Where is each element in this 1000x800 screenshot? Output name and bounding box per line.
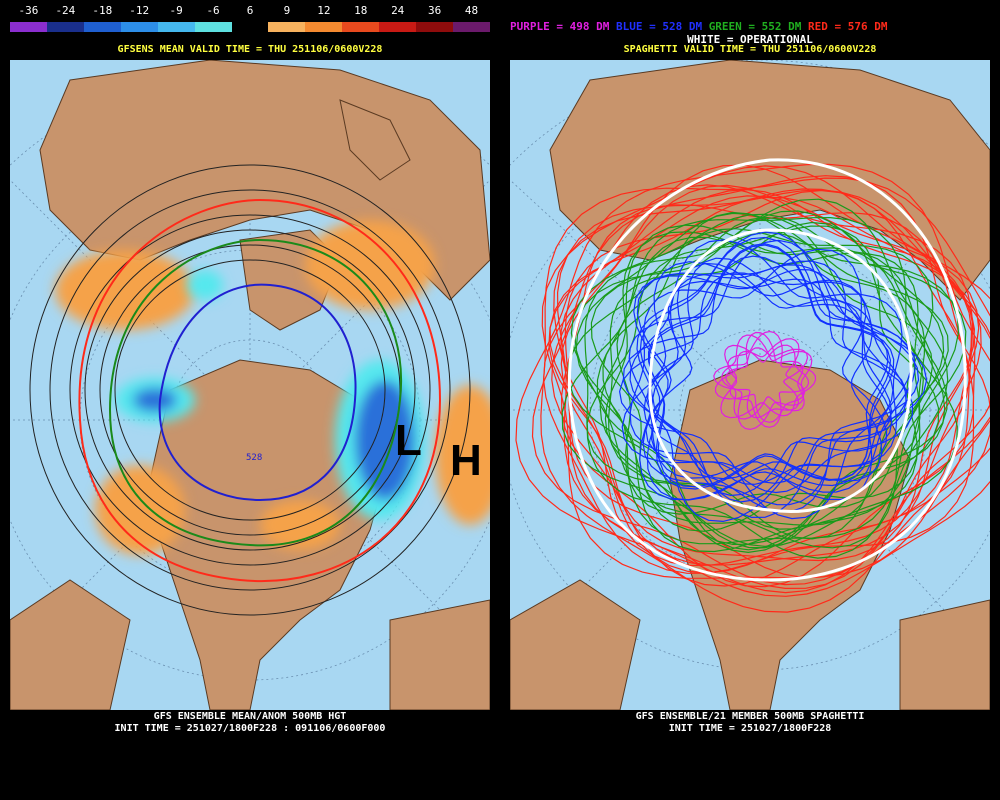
height-contours xyxy=(29,164,471,616)
mean-anomaly-panel: -36 -24 -18 -12 -9 -6 6 9 12 18 24 36 48 GFSENS MEAN… xyxy=(10,0,490,800)
legend-swatch xyxy=(157,22,195,32)
negative-anomaly-shading xyxy=(115,270,425,520)
legend-tick-label: 24 xyxy=(391,4,405,17)
low-pressure-label: L xyxy=(395,416,422,465)
legend-swatch xyxy=(46,22,84,32)
legend-swatch xyxy=(83,22,121,32)
spaghetti-product-title: GFS ENSEMBLE/21 MEMBER 500MB SPAGHETTI xyxy=(635,711,865,722)
mean-product-title: GFS ENSEMBLE MEAN/ANOM 500MB HGT xyxy=(153,711,347,722)
contour-value-label: 528 xyxy=(246,453,262,463)
legend-tick-label: 12 xyxy=(317,4,331,17)
operational-legend: WHITE = OPERATIONAL xyxy=(687,33,813,46)
ensemble-member-contour xyxy=(633,268,920,513)
ensemble-member-contour xyxy=(652,262,893,503)
ensemble-member-contour xyxy=(607,221,924,540)
legend-swatch xyxy=(305,22,343,32)
purple-legend: PURPLE = 498 DM xyxy=(510,20,610,33)
legend-swatch xyxy=(231,22,269,32)
ensemble-member-contour xyxy=(596,236,921,551)
anomaly-color-legend: -36 -24 -18 -12 -9 -6 6 9 12 18 24 36 48 xyxy=(10,4,490,34)
legend-tick-label: -6 xyxy=(206,4,220,17)
operational-contours xyxy=(567,158,967,582)
ensemble-member-contour xyxy=(570,213,967,545)
ensemble-member-contour xyxy=(574,210,945,549)
ensemble-member-contour xyxy=(725,331,805,420)
ensemble-member-contour xyxy=(645,278,908,484)
ensemble-member-contour xyxy=(714,338,806,423)
green-552-contour xyxy=(108,238,403,547)
spaghetti-init-time: INIT TIME = 251027/1800F228 xyxy=(668,723,832,734)
spaghetti-color-legend: PURPLE = 498 DM BLUE = 528 DM GREEN = 55… xyxy=(510,20,1000,33)
legend-tick-label: 48 xyxy=(464,4,479,17)
legend-color-bar xyxy=(10,22,490,32)
ensemble-member-contour xyxy=(636,264,928,506)
ensemble-member-contour xyxy=(556,189,990,594)
red-legend: RED = 576 DM xyxy=(808,20,888,33)
ensemble-member-contour xyxy=(551,184,974,587)
ensemble-member-contour xyxy=(540,177,990,613)
mean-valid-time-header: GFSENS MEAN VALID TIME = THU 251106/0600… xyxy=(117,44,383,55)
blue-528-contour xyxy=(158,283,357,502)
ensemble-member-contour xyxy=(560,204,975,588)
ensemble-member-contour xyxy=(586,225,940,530)
legend-swatch xyxy=(194,22,232,32)
legend-tick-label: 36 xyxy=(427,4,442,17)
legend-swatch xyxy=(268,22,306,32)
legend-tick-label: -12 xyxy=(129,4,150,17)
ensemble-member-contour xyxy=(548,195,980,566)
ensemble-member-contour xyxy=(618,272,888,485)
legend-tick-label: -36 xyxy=(18,4,39,17)
legend-swatch xyxy=(453,22,490,32)
ensemble-member-contour xyxy=(720,330,817,419)
legend-swatch xyxy=(342,22,380,32)
legend-tick-label: -24 xyxy=(55,4,76,17)
ensemble-member-contour xyxy=(575,212,960,553)
legend-tick-label: 9 xyxy=(283,4,291,17)
ensemble-member-contour xyxy=(629,248,894,520)
red-576-contour xyxy=(78,198,442,582)
ensemble-member-contour xyxy=(602,211,926,532)
green-legend: GREEN = 552 DM xyxy=(708,20,802,33)
spaghetti-map xyxy=(510,60,990,710)
mean-init-time: INIT TIME = 251027/1800F228 : 091106/060… xyxy=(114,723,386,734)
legend-swatch xyxy=(416,22,454,32)
blue-legend: BLUE = 528 DM xyxy=(615,20,703,33)
legend-swatch xyxy=(379,22,417,32)
ensemble-member-contour xyxy=(515,163,990,597)
high-pressure-label: H xyxy=(450,436,482,485)
ensemble-member-contour xyxy=(721,334,813,431)
legend-swatch xyxy=(120,22,158,32)
ensemble-member-contour xyxy=(584,198,949,559)
legend-tick-label: -18 xyxy=(92,4,113,17)
legend-tick-label: 6 xyxy=(246,4,254,17)
spaghetti-panel: PURPLE = 498 DM BLUE = 528 DM GREEN = 55… xyxy=(510,0,990,800)
ensemble-member-contour xyxy=(616,216,934,515)
ensemble-member-contour xyxy=(648,243,895,490)
ensemble-member-contour xyxy=(628,239,889,501)
legend-tick-label: -9 xyxy=(169,4,183,17)
ensemble-member-contour xyxy=(629,239,903,523)
ensemble-member-contour xyxy=(561,216,958,548)
legend-tick-label: 18 xyxy=(354,4,368,17)
mean-anomaly-map: L H 528 xyxy=(10,60,490,710)
ensemble-member-contours xyxy=(515,163,990,613)
legend-swatch xyxy=(10,22,47,32)
spaghetti-valid-time-header: SPAGHETTI VALID TIME = THU 251106/0600V2… xyxy=(623,44,877,55)
